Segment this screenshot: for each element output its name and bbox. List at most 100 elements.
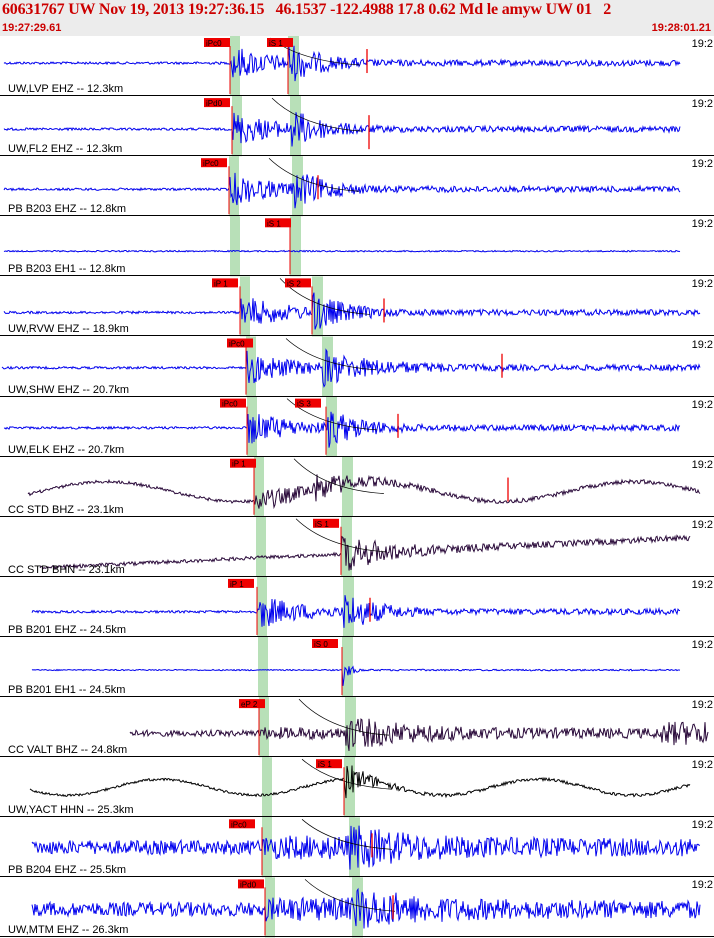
trace-panel[interactable]: UW,LVP EHZ -- 12.3km 19:2 <box>0 36 714 96</box>
phase-pick-box[interactable] <box>267 38 293 47</box>
phase-pick-label: iS 1 <box>315 520 329 529</box>
travel-time-curve <box>286 398 378 431</box>
seismogram-trace <box>3 45 681 82</box>
trace-label: PB B204 EHZ -- 25.5km <box>8 864 126 877</box>
phase-pick-label: iP 1 <box>232 460 246 469</box>
trace-panel[interactable]: UW,RVW EHZ -- 18.9km 19:2 <box>0 276 714 337</box>
trace-time-label: 19:2 <box>691 879 713 892</box>
seismogram-trace <box>3 411 681 448</box>
window-end-time: 19:28:01.21 <box>651 22 711 34</box>
phase-pick-label: iS 1 <box>267 219 281 228</box>
trace-label: CC STD BHN -- 23.1km <box>8 563 125 576</box>
trace-panel[interactable]: CC STD BHN -- 23.1km 19:2 <box>0 517 714 577</box>
trace-label: PB B203 EHZ -- 12.8km <box>8 203 126 216</box>
trace-panels: UW,LVP EHZ -- 12.3km 19:2 UW,FL2 EHZ -- 12… <box>0 36 714 938</box>
travel-time-curve <box>304 879 396 912</box>
trace-panel[interactable]: UW,FL2 EHZ -- 12.3km 19:2 <box>0 96 714 157</box>
trace-label: UW,MTM EHZ -- 26.3km <box>8 924 129 937</box>
phase-pick-label: iPc0 <box>203 159 219 168</box>
seismogram-trace <box>31 665 681 686</box>
trace-label: PB B201 EH1 -- 24.5km <box>8 684 126 696</box>
seismogram-trace <box>27 474 701 510</box>
trace-time-label: 19:2 <box>691 518 713 531</box>
p-moveout-band <box>229 36 275 938</box>
travel-time-curve <box>298 698 390 736</box>
trace-time-label: 19:2 <box>691 98 713 111</box>
seismogram-trace <box>3 172 681 209</box>
phase-pick-label: iPc0 <box>206 39 222 48</box>
trace-label: UW,YACT HHN -- 25.3km <box>8 804 134 817</box>
phase-pick-box[interactable] <box>229 819 255 829</box>
trace-panel[interactable]: UW,ELK EHZ -- 20.7km 19:2 <box>0 397 714 457</box>
seismogram-trace <box>31 887 701 929</box>
trace-panel[interactable]: CC STD BHZ -- 23.1km 19:2 <box>0 457 714 517</box>
phase-pick-box[interactable] <box>228 578 254 588</box>
seismogram-trace <box>129 718 709 751</box>
event-title: 60631767 UW Nov 19, 2013 19:27:36.15 46.… <box>2 1 612 18</box>
phase-pick-box[interactable] <box>227 338 253 348</box>
travel-time-curve <box>293 458 385 494</box>
trace-panel[interactable]: UW,MTM EHZ -- 26.3km 19:2 <box>0 877 714 938</box>
phase-pick-box[interactable] <box>316 759 342 769</box>
trace-time-label: 19:2 <box>691 218 713 231</box>
phase-pick-box[interactable] <box>285 278 311 288</box>
phase-pick-box[interactable] <box>312 639 338 648</box>
travel-time-curve <box>295 518 387 553</box>
phase-pick-label: iP 1 <box>230 580 244 589</box>
trace-time-label: 19:2 <box>691 398 713 411</box>
travel-time-curve <box>268 157 360 192</box>
trace-panel[interactable]: PB B204 EHZ -- 25.5km 19:2 <box>0 817 714 878</box>
trace-label: UW,ELK EHZ -- 20.7km <box>8 443 125 456</box>
phase-pick-box[interactable] <box>204 38 230 47</box>
phase-pick-label: iS 1 <box>269 39 283 48</box>
phase-pick-box[interactable] <box>265 218 291 228</box>
trace-time-label: 19:2 <box>691 578 713 591</box>
phase-pick-label: iS 0 <box>314 640 328 649</box>
phase-pick-box[interactable] <box>230 458 256 468</box>
phase-pick-box[interactable] <box>220 398 246 408</box>
trace-panel[interactable]: PB B203 EHZ -- 12.8km 19:2 <box>0 156 714 217</box>
trace-panel[interactable]: PB B201 EHZ -- 24.5km 19:2 <box>0 577 714 637</box>
phase-pick-label: iP 1 <box>214 279 228 288</box>
phase-pick-label: iS 2 <box>287 279 301 288</box>
trace-time-label: 19:2 <box>691 338 713 351</box>
phase-pick-label: iS 1 <box>318 760 332 769</box>
travel-time-curve <box>271 97 363 132</box>
trace-label: UW,LVP EHZ -- 12.3km <box>8 83 124 95</box>
phase-pick-label: iPd0 <box>206 99 223 108</box>
phase-pick-box[interactable] <box>295 398 321 408</box>
trace-label: UW,RVW EHZ -- 18.9km <box>8 323 129 336</box>
phase-pick-box[interactable] <box>238 879 264 889</box>
trace-panel[interactable]: CC VALT BHZ -- 24.8km 19:2 <box>0 697 714 758</box>
phase-pick-box[interactable] <box>201 158 227 168</box>
phase-pick-label: eP 2 <box>241 700 258 709</box>
trace-label: PB B201 EHZ -- 24.5km <box>8 623 126 636</box>
trace-label: CC VALT BHZ -- 24.8km <box>8 744 128 757</box>
event-header: 60631767 UW Nov 19, 2013 19:27:36.15 46.… <box>0 0 714 36</box>
trace-time-label: 19:2 <box>691 639 713 651</box>
phase-pick-box[interactable] <box>239 699 265 709</box>
trace-label: PB B203 EH1 -- 12.8km <box>8 263 126 276</box>
travel-time-curve <box>301 758 393 790</box>
trace-time-label: 19:2 <box>691 458 713 471</box>
travel-time-curve <box>301 819 393 850</box>
trace-panel[interactable]: UW,YACT HHN -- 25.3km 19:2 <box>0 757 714 818</box>
waveform-plot[interactable]: iPc0 iS 1 iPd0 iPc0 iS 1 iP 1 iS 2 iPc0 iPc0 iS 3… <box>0 36 714 938</box>
seismogram-trace <box>3 292 701 330</box>
trace-label: UW,SHW EHZ -- 20.7km <box>8 383 130 396</box>
seismogram-trace <box>39 534 691 571</box>
travel-time-curve <box>285 338 377 371</box>
seismogram-trace <box>31 595 681 628</box>
trace-time-label: 19:2 <box>691 38 713 50</box>
seismogram-trace <box>3 112 681 147</box>
seismogram-trace <box>29 765 691 799</box>
seismogram-trace <box>31 825 701 870</box>
phase-pick-box[interactable] <box>313 518 339 528</box>
trace-panel[interactable]: PB B203 EH1 -- 12.8km 19:2 <box>0 216 714 277</box>
phase-pick-box[interactable] <box>212 278 238 288</box>
trace-time-label: 19:2 <box>691 759 713 772</box>
trace-panel[interactable]: UW,SHW EHZ -- 20.7km 19:2 <box>0 337 714 397</box>
trace-panel[interactable]: PB B201 EH1 -- 24.5km 19:2 <box>0 637 714 697</box>
phase-pick-box[interactable] <box>204 98 230 108</box>
trace-label: CC STD BHZ -- 23.1km <box>8 503 124 516</box>
